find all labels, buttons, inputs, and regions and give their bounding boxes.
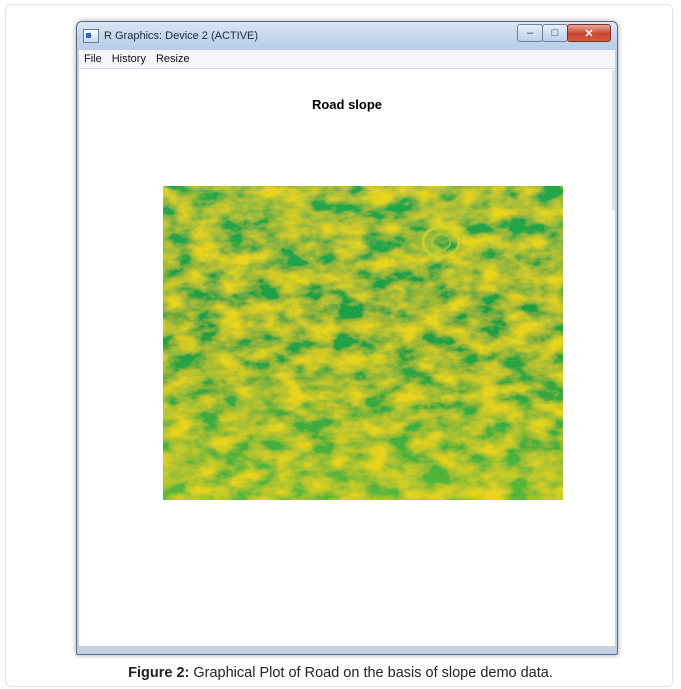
- caption-label: Figure 2:: [128, 665, 190, 681]
- menu-file[interactable]: File: [84, 53, 102, 65]
- maximize-button[interactable]: □: [542, 24, 568, 42]
- window-bottom-border: [79, 646, 615, 652]
- r-graphics-window: R Graphics: Device 2 (ACTIVE) – □ ✕ File…: [76, 21, 618, 655]
- title-bar[interactable]: R Graphics: Device 2 (ACTIVE) – □ ✕: [77, 22, 617, 50]
- minimize-button[interactable]: –: [517, 24, 543, 42]
- window-controls: – □ ✕: [517, 24, 611, 42]
- scrollbar[interactable]: [612, 70, 615, 210]
- r-app-icon: [83, 29, 99, 43]
- figure-caption: Figure 2: Graphical Plot of Road on the …: [0, 665, 681, 681]
- caption-text: Graphical Plot of Road on the basis of s…: [189, 665, 553, 681]
- slope-raster-image: [163, 186, 563, 500]
- close-button[interactable]: ✕: [567, 24, 611, 42]
- menu-bar: File History Resize: [79, 50, 615, 69]
- menu-history[interactable]: History: [111, 53, 146, 65]
- slope-raster: [163, 186, 563, 500]
- plot-canvas: Road slope: [79, 69, 615, 646]
- menu-resize[interactable]: Resize: [155, 53, 190, 65]
- window-title: R Graphics: Device 2 (ACTIVE): [104, 30, 259, 42]
- plot-title: Road slope: [311, 97, 383, 112]
